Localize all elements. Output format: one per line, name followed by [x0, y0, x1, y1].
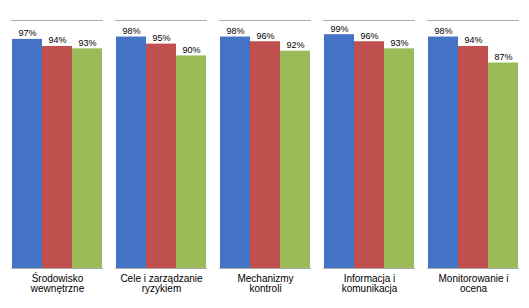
svg-text:98%: 98%: [434, 26, 452, 36]
svg-text:Informacja ikomunikacja: Informacja ikomunikacja: [342, 273, 398, 294]
svg-text:90%: 90%: [182, 45, 200, 55]
svg-text:96%: 96%: [360, 31, 378, 41]
svg-text:96%: 96%: [256, 31, 274, 41]
svg-text:99%: 99%: [330, 24, 348, 34]
svg-text:94%: 94%: [464, 35, 482, 45]
svg-text:Mechanizmykontroli: Mechanizmykontroli: [237, 273, 293, 294]
svg-text:98%: 98%: [122, 26, 140, 36]
svg-text:94%: 94%: [48, 35, 66, 45]
svg-text:Środowiskowewnętrzne: Środowiskowewnętrzne: [30, 272, 85, 294]
svg-text:Monitorowanie iocena: Monitorowanie iocena: [438, 273, 508, 294]
svg-text:93%: 93%: [390, 38, 408, 48]
svg-text:98%: 98%: [226, 26, 244, 36]
svg-text:95%: 95%: [152, 33, 170, 43]
svg-text:87%: 87%: [494, 52, 512, 62]
svg-text:92%: 92%: [286, 40, 304, 50]
svg-text:Cele i zarządzanieryzykiem: Cele i zarządzanieryzykiem: [120, 273, 203, 294]
svg-text:97%: 97%: [18, 28, 36, 38]
svg-text:93%: 93%: [78, 38, 96, 48]
